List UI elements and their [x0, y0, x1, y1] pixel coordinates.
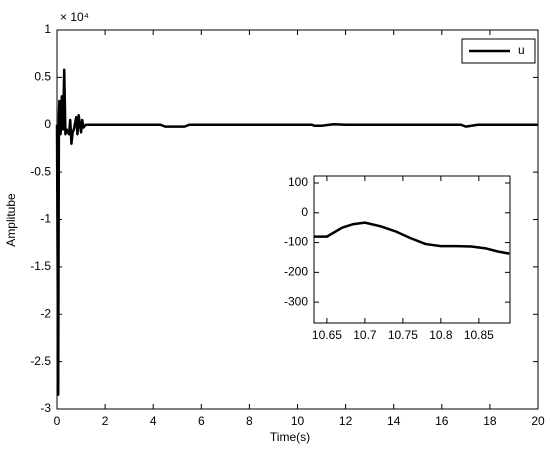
x-tick-label: 0	[54, 414, 61, 428]
y-tick-label: -200	[284, 265, 308, 279]
x-tick-label: 18	[483, 414, 497, 428]
y-tick-label: -1	[40, 212, 51, 226]
x-tick-label: 10.7	[353, 328, 377, 342]
x-tick-label: 10	[291, 414, 305, 428]
data-line	[55, 68, 538, 397]
y-tick-label: 0.5	[34, 70, 51, 84]
legend-label: u	[518, 43, 525, 57]
x-tick-label: 10.8	[429, 328, 453, 342]
y-tick-label: -300	[284, 294, 308, 308]
x-tick-label: 2	[102, 414, 109, 428]
y-tick-label: -2.5	[30, 354, 51, 368]
x-tick-label: 12	[339, 414, 353, 428]
y-tick-label: -2	[40, 306, 51, 320]
y-tick-label: -100	[284, 235, 308, 249]
x-tick-label: 10.65	[312, 328, 342, 342]
x-tick-label: 16	[435, 414, 449, 428]
y-exponent: × 10⁴	[60, 10, 89, 24]
x-axis-label: Time(s)	[270, 430, 310, 444]
x-tick-label: 10.85	[464, 328, 494, 342]
x-tick-label: 4	[150, 414, 157, 428]
y-tick-label: -1.5	[30, 259, 51, 273]
x-tick-label: 20	[531, 414, 545, 428]
y-tick-label: 1	[44, 22, 51, 36]
x-tick-label: 6	[198, 414, 205, 428]
x-tick-label: 14	[387, 414, 401, 428]
y-tick-label: 0	[44, 117, 51, 131]
y-tick-label: -3	[40, 401, 51, 415]
x-tick-label: 8	[246, 414, 253, 428]
y-axis-label: Amplitube	[4, 193, 18, 247]
y-tick-label: -0.5	[30, 164, 51, 178]
plot-area	[313, 175, 511, 324]
x-tick-label: 10.75	[388, 328, 418, 342]
y-tick-label: 100	[288, 175, 308, 189]
y-tick-label: 0	[301, 205, 308, 219]
data-line	[314, 221, 510, 255]
